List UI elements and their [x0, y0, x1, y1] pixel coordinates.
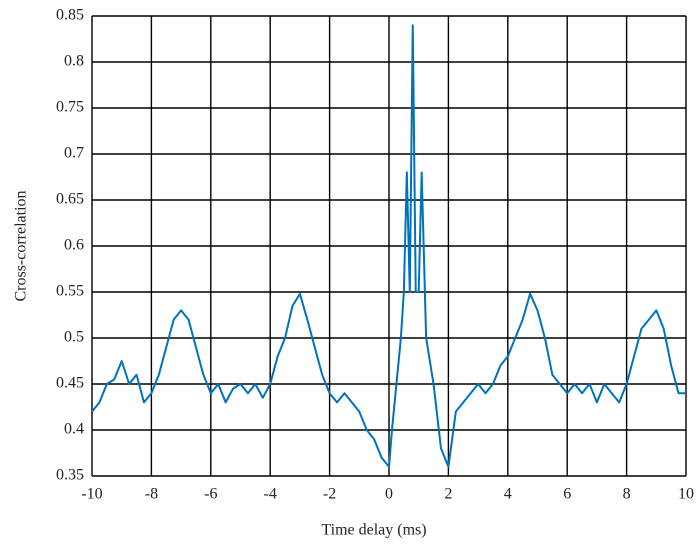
y-axis-label: Cross-correlation: [13, 190, 30, 301]
y-tick-label: 0.35: [56, 467, 84, 484]
y-tick-label: 0.85: [56, 7, 84, 24]
y-tick-label: 0.75: [56, 99, 84, 116]
x-tick-label: 0: [385, 486, 393, 503]
x-tick-label: -10: [81, 486, 102, 503]
y-tick-label: 0.65: [56, 191, 84, 208]
y-tick-label: 0.6: [64, 237, 84, 254]
x-tick-label: 8: [623, 486, 631, 503]
x-tick-label: 4: [504, 486, 512, 503]
x-tick-label: -6: [204, 486, 217, 503]
y-tick-label: 0.45: [56, 375, 84, 392]
x-tick-label: 6: [563, 486, 571, 503]
x-tick-label: -4: [264, 486, 277, 503]
data-line: [91, 24, 686, 468]
x-tick-label: -8: [145, 486, 158, 503]
y-tick-label: 0.5: [64, 329, 84, 346]
x-axis-label: Time delay (ms): [321, 522, 426, 539]
y-tick-label: 0.8: [64, 53, 84, 70]
y-tick-label: 0.4: [64, 421, 84, 438]
x-tick-label: 2: [444, 486, 452, 503]
y-tick-label: 0.55: [56, 283, 84, 300]
y-tick-label: 0.7: [64, 145, 84, 162]
x-tick-label: 10: [678, 486, 694, 503]
x-tick-label: -2: [323, 486, 336, 503]
